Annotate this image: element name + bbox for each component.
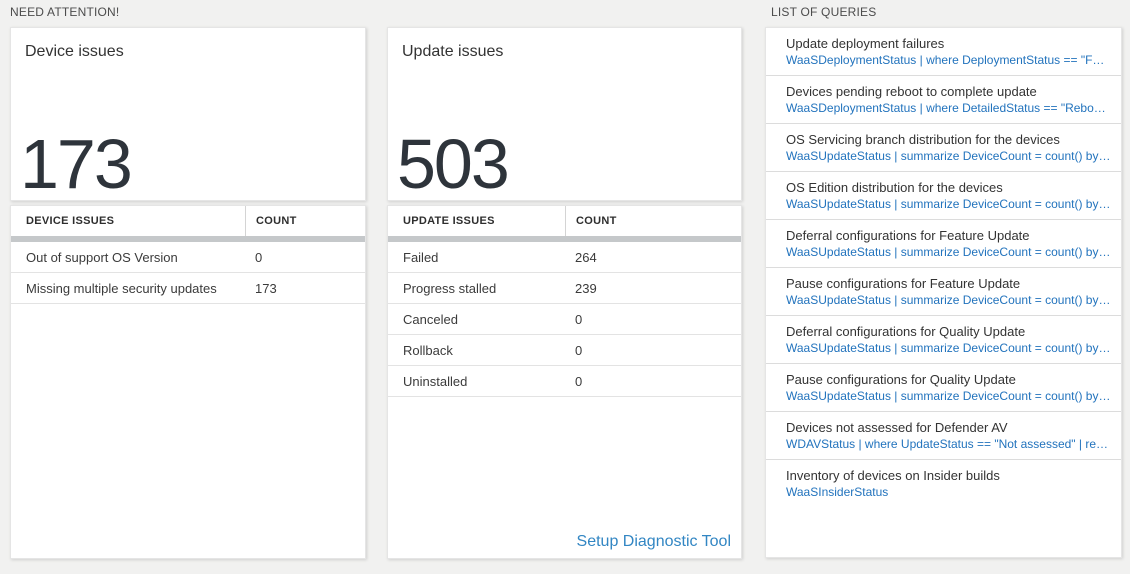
query-link[interactable]: WaaSUpdateStatus | summarize DeviceCount… [786, 293, 1111, 307]
query-title: OS Edition distribution for the devices [786, 180, 1003, 195]
row-count: 0 [575, 311, 583, 327]
table-row[interactable]: Missing multiple security updates 173 [11, 273, 365, 304]
query-list-item[interactable]: Inventory of devices on Insider builds W… [766, 460, 1121, 507]
row-count: 0 [575, 342, 583, 358]
query-list-item[interactable]: OS Servicing branch distribution for the… [766, 124, 1121, 172]
device-issues-count: 173 [20, 124, 133, 203]
query-list-item[interactable]: Pause configurations for Feature Update … [766, 268, 1121, 316]
need-attention-section-title: NEED ATTENTION! [10, 5, 120, 19]
query-title: Update deployment failures [786, 36, 945, 51]
query-link[interactable]: WaaSInsiderStatus [786, 485, 889, 499]
update-issues-header-label: UPDATE ISSUES [403, 215, 495, 227]
query-link[interactable]: WaaSUpdateStatus | summarize DeviceCount… [786, 245, 1111, 259]
row-count: 239 [575, 280, 597, 296]
row-label: Progress stalled [403, 280, 497, 296]
row-label: Missing multiple security updates [26, 280, 217, 296]
row-label: Canceled [403, 311, 458, 327]
query-list-item[interactable]: OS Edition distribution for the devices … [766, 172, 1121, 220]
table-row[interactable]: Canceled 0 [388, 304, 741, 335]
table-row[interactable]: Failed 264 [388, 242, 741, 273]
query-title: Devices pending reboot to complete updat… [786, 84, 1037, 99]
query-title: OS Servicing branch distribution for the… [786, 132, 1060, 147]
update-issues-table-header: UPDATE ISSUES COUNT [388, 206, 741, 236]
query-list-item[interactable]: Devices pending reboot to complete updat… [766, 76, 1121, 124]
row-label: Failed [403, 249, 439, 265]
row-label: Uninstalled [403, 373, 468, 389]
query-list-item[interactable]: Devices not assessed for Defender AV WDA… [766, 412, 1121, 460]
query-list-item[interactable]: Pause configurations for Quality Update … [766, 364, 1121, 412]
setup-diagnostic-tool-link[interactable]: Setup Diagnostic Tool [576, 533, 731, 550]
device-issues-table: DEVICE ISSUES COUNT Out of support OS Ve… [10, 205, 366, 559]
query-title: Deferral configurations for Quality Upda… [786, 324, 1026, 339]
table-row[interactable]: Out of support OS Version 0 [11, 242, 365, 273]
query-title: Pause configurations for Quality Update [786, 372, 1016, 387]
device-issues-header-label: DEVICE ISSUES [26, 215, 115, 227]
query-list-item[interactable]: Update deployment failures WaaSDeploymen… [766, 28, 1121, 76]
device-issues-tile[interactable]: Device issues 173 [10, 27, 366, 201]
query-list-item[interactable]: Deferral configurations for Feature Upda… [766, 220, 1121, 268]
query-link[interactable]: WaaSUpdateStatus | summarize DeviceCount… [786, 389, 1111, 403]
query-title: Inventory of devices on Insider builds [786, 468, 1000, 483]
table-row[interactable]: Uninstalled 0 [388, 366, 741, 397]
update-issues-tile-title: Update issues [402, 43, 504, 60]
query-link[interactable]: WaaSUpdateStatus | summarize DeviceCount… [786, 341, 1111, 355]
header-divider-bar [388, 236, 741, 242]
row-count: 0 [575, 373, 583, 389]
update-issues-table: UPDATE ISSUES COUNT Failed 264 Progress … [387, 205, 742, 559]
row-label: Rollback [403, 342, 453, 358]
query-title: Deferral configurations for Feature Upda… [786, 228, 1030, 243]
query-link[interactable]: WaaSDeploymentStatus | where DeploymentS… [786, 53, 1111, 67]
device-issues-table-header: DEVICE ISSUES COUNT [11, 206, 365, 236]
list-of-queries-section-title: LIST OF QUERIES [771, 5, 877, 19]
row-count: 173 [255, 280, 277, 296]
query-title: Devices not assessed for Defender AV [786, 420, 1008, 435]
device-issues-tile-title: Device issues [25, 43, 124, 60]
query-title: Pause configurations for Feature Update [786, 276, 1021, 291]
row-label: Out of support OS Version [26, 249, 178, 265]
query-link[interactable]: WaaSUpdateStatus | summarize DeviceCount… [786, 149, 1111, 163]
query-list-item[interactable]: Deferral configurations for Quality Upda… [766, 316, 1121, 364]
query-list-panel: Update deployment failures WaaSDeploymen… [765, 27, 1122, 558]
query-link[interactable]: WaaSDeploymentStatus | where DetailedSta… [786, 101, 1111, 115]
row-count: 0 [255, 249, 263, 265]
update-issues-count: 503 [397, 124, 510, 203]
row-count: 264 [575, 249, 597, 265]
query-link[interactable]: WDAVStatus | where UpdateStatus == "Not … [786, 437, 1111, 451]
update-issues-tile[interactable]: Update issues 503 [387, 27, 742, 201]
device-issues-header-count: COUNT [245, 206, 365, 236]
table-row[interactable]: Rollback 0 [388, 335, 741, 366]
table-row[interactable]: Progress stalled 239 [388, 273, 741, 304]
update-issues-header-count: COUNT [565, 206, 741, 236]
query-link[interactable]: WaaSUpdateStatus | summarize DeviceCount… [786, 197, 1111, 211]
header-divider-bar [11, 236, 365, 242]
